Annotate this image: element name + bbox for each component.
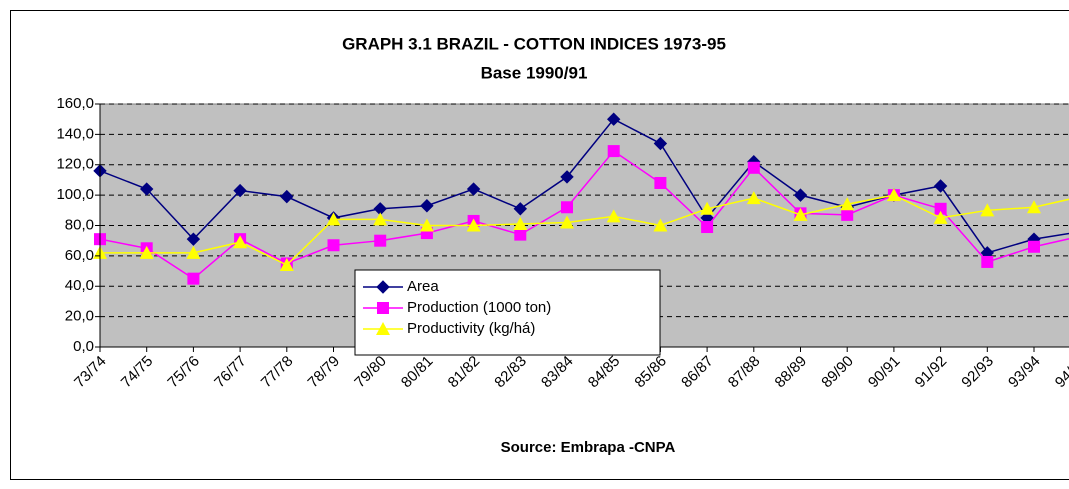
point (561, 201, 573, 213)
legend-marker (377, 302, 389, 314)
y-tick-label: 40,0 (65, 277, 94, 294)
legend-label: Production (1000 ton) (407, 299, 551, 316)
y-tick-label: 100,0 (56, 186, 94, 203)
legend-label: Area (407, 278, 439, 295)
y-tick-label: 160,0 (56, 95, 94, 112)
point (654, 177, 666, 189)
point (187, 273, 199, 285)
point (981, 256, 993, 268)
point (701, 221, 713, 233)
point (374, 235, 386, 247)
chart-title: GRAPH 3.1 BRAZIL - COTTON INDICES 1973-9… (342, 34, 726, 53)
point (748, 162, 760, 174)
point (514, 229, 526, 241)
point (841, 209, 853, 221)
point (608, 145, 620, 157)
y-tick-label: 140,0 (56, 125, 94, 142)
y-tick-label: 0,0 (73, 338, 94, 355)
y-tick-label: 20,0 (65, 308, 94, 325)
y-tick-label: 80,0 (65, 216, 94, 233)
y-tick-label: 120,0 (56, 156, 94, 173)
x-axis-label: Source: Embrapa -CNPA (501, 439, 676, 456)
legend-label: Productivity (kg/há) (407, 320, 535, 337)
point (328, 239, 340, 251)
point (1028, 241, 1040, 253)
y-tick-label: 60,0 (65, 247, 94, 264)
chart-subtitle: Base 1990/91 (481, 63, 588, 82)
